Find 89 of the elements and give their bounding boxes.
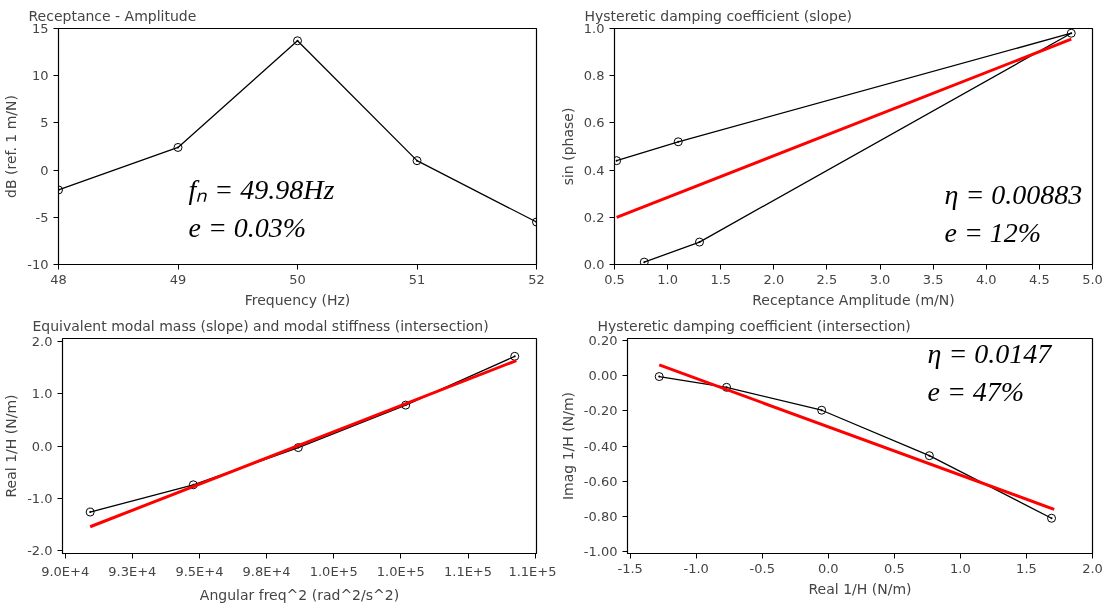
- chart-title: Receptance - Amplitude: [28, 7, 197, 24]
- point: [510, 351, 520, 361]
- y-tick-label: -5: [35, 209, 49, 225]
- y-tick-label: 1.0: [31, 386, 53, 402]
- point: [293, 36, 302, 46]
- x-tick-label: 9.8E+4: [242, 563, 291, 579]
- point: [1047, 513, 1057, 523]
- x-tick-label: 50: [289, 271, 306, 287]
- y-tick-label: -2.0: [27, 543, 53, 559]
- y-axis-title: dB (ref. 1 m/N): [3, 95, 20, 198]
- x-tick-label: 2.0: [1082, 560, 1103, 576]
- annotation: e = 0.03%: [188, 211, 307, 243]
- x-tick-label: 3.0: [869, 271, 891, 287]
- y-tick-label: -0.80: [583, 508, 618, 524]
- x-tick-label: 5.0: [1082, 271, 1103, 287]
- x-tick-label: -0.5: [749, 560, 775, 576]
- x-tick-label: 2.0: [763, 271, 785, 287]
- x-tick-label: 9.5E+4: [175, 563, 224, 579]
- point: [85, 507, 95, 517]
- y-tick-label: -0.40: [583, 438, 618, 454]
- y-tick-label: -0.20: [583, 403, 618, 419]
- x-tick-label: 1.1E+5: [443, 563, 493, 579]
- y-tick-label: 0.8: [583, 68, 605, 84]
- x-tick-label: 4.0: [975, 271, 997, 287]
- x-tick-label: 1.1E+5: [508, 563, 557, 579]
- x-tick-label: 3.5: [922, 271, 944, 287]
- point: [401, 400, 411, 410]
- point: [412, 156, 422, 166]
- x-tick-label: 9.3E+4: [108, 563, 157, 579]
- point: [173, 142, 183, 152]
- x-tick-label: -1.5: [617, 560, 643, 576]
- x-tick-label: 1.5: [710, 271, 732, 287]
- point: [1066, 28, 1076, 38]
- y-tick-label: 0.6: [583, 115, 605, 131]
- y-tick-label: 0.00: [588, 368, 618, 384]
- x-tick-label: 52: [528, 271, 545, 287]
- y-tick-label: -1.0: [27, 490, 53, 506]
- point: [722, 382, 732, 392]
- x-tick-label: 48: [50, 271, 67, 287]
- chart-title: Hysteretic damping coefficient (intersection): [597, 317, 911, 334]
- point: [817, 405, 827, 415]
- annotation: e = 47%: [927, 375, 1025, 407]
- chart-title: Equivalent modal mass (slope) and modal stiffness (intersection): [32, 317, 489, 334]
- annotation: η = 0.0147: [927, 337, 1053, 369]
- annotation: fₙ = 49.98Hz: [188, 173, 335, 205]
- y-tick-label: 5: [40, 115, 49, 131]
- y-axis-title: Imag 1/H (N/m): [559, 391, 576, 501]
- y-tick-label: -1.00: [583, 544, 618, 560]
- point: [654, 372, 664, 382]
- annotation: η = 0.00883: [944, 178, 1083, 210]
- x-tick-label: 1.0E+5: [376, 563, 425, 579]
- x-tick-label: 1.0: [950, 560, 971, 576]
- x-tick-label: 51: [408, 271, 426, 287]
- x-tick-label: 1.0: [657, 271, 678, 287]
- point: [639, 257, 649, 265]
- point: [924, 451, 934, 461]
- x-tick-label: 0.5: [884, 560, 905, 576]
- y-axis-title: sin (phase): [559, 107, 576, 186]
- x-tick-label: 0.0: [817, 560, 839, 576]
- y-tick-label: 0.2: [583, 209, 605, 225]
- y-axis-title: Real 1/H (N/m): [3, 394, 20, 498]
- y-tick-label: 0: [40, 162, 49, 178]
- y-tick-label: 0.0: [31, 438, 53, 454]
- x-tick-label: 4.5: [1029, 271, 1050, 287]
- x-tick-label: 0.5: [604, 271, 625, 287]
- point: [188, 480, 198, 490]
- y-tick-label: 0.0: [583, 257, 605, 272]
- y-tick-label: -0.60: [583, 473, 618, 489]
- point: [293, 443, 303, 453]
- chart-title: Hysteretic damping coefficient (slope): [584, 7, 852, 24]
- point: [673, 137, 683, 147]
- x-tick-label: -1.0: [683, 560, 709, 576]
- y-tick-label: 10: [31, 68, 49, 84]
- x-axis-title: Frequency (Hz): [244, 291, 351, 308]
- y-tick-label: 2.0: [31, 333, 53, 349]
- x-tick-label: 9.0E+4: [41, 563, 90, 579]
- annotation: e = 12%: [944, 216, 1042, 248]
- x-axis-title: Angular freq^2 (rad^2/s^2): [199, 586, 400, 603]
- y-tick-label: 15: [31, 21, 49, 36]
- x-tick-label: 2.5: [816, 271, 838, 287]
- x-tick-label: 49: [169, 271, 187, 287]
- y-tick-label: 0.4: [583, 162, 605, 178]
- y-tick-label: -10: [27, 257, 49, 272]
- x-tick-label: 1.5: [1016, 560, 1037, 576]
- x-tick-label: 1.0E+5: [309, 563, 358, 579]
- x-axis-title: Real 1/H (N/m): [808, 580, 912, 597]
- point: [694, 237, 704, 247]
- x-axis-title: Receptance Amplitude (m/N): [752, 291, 955, 308]
- point: [614, 156, 622, 166]
